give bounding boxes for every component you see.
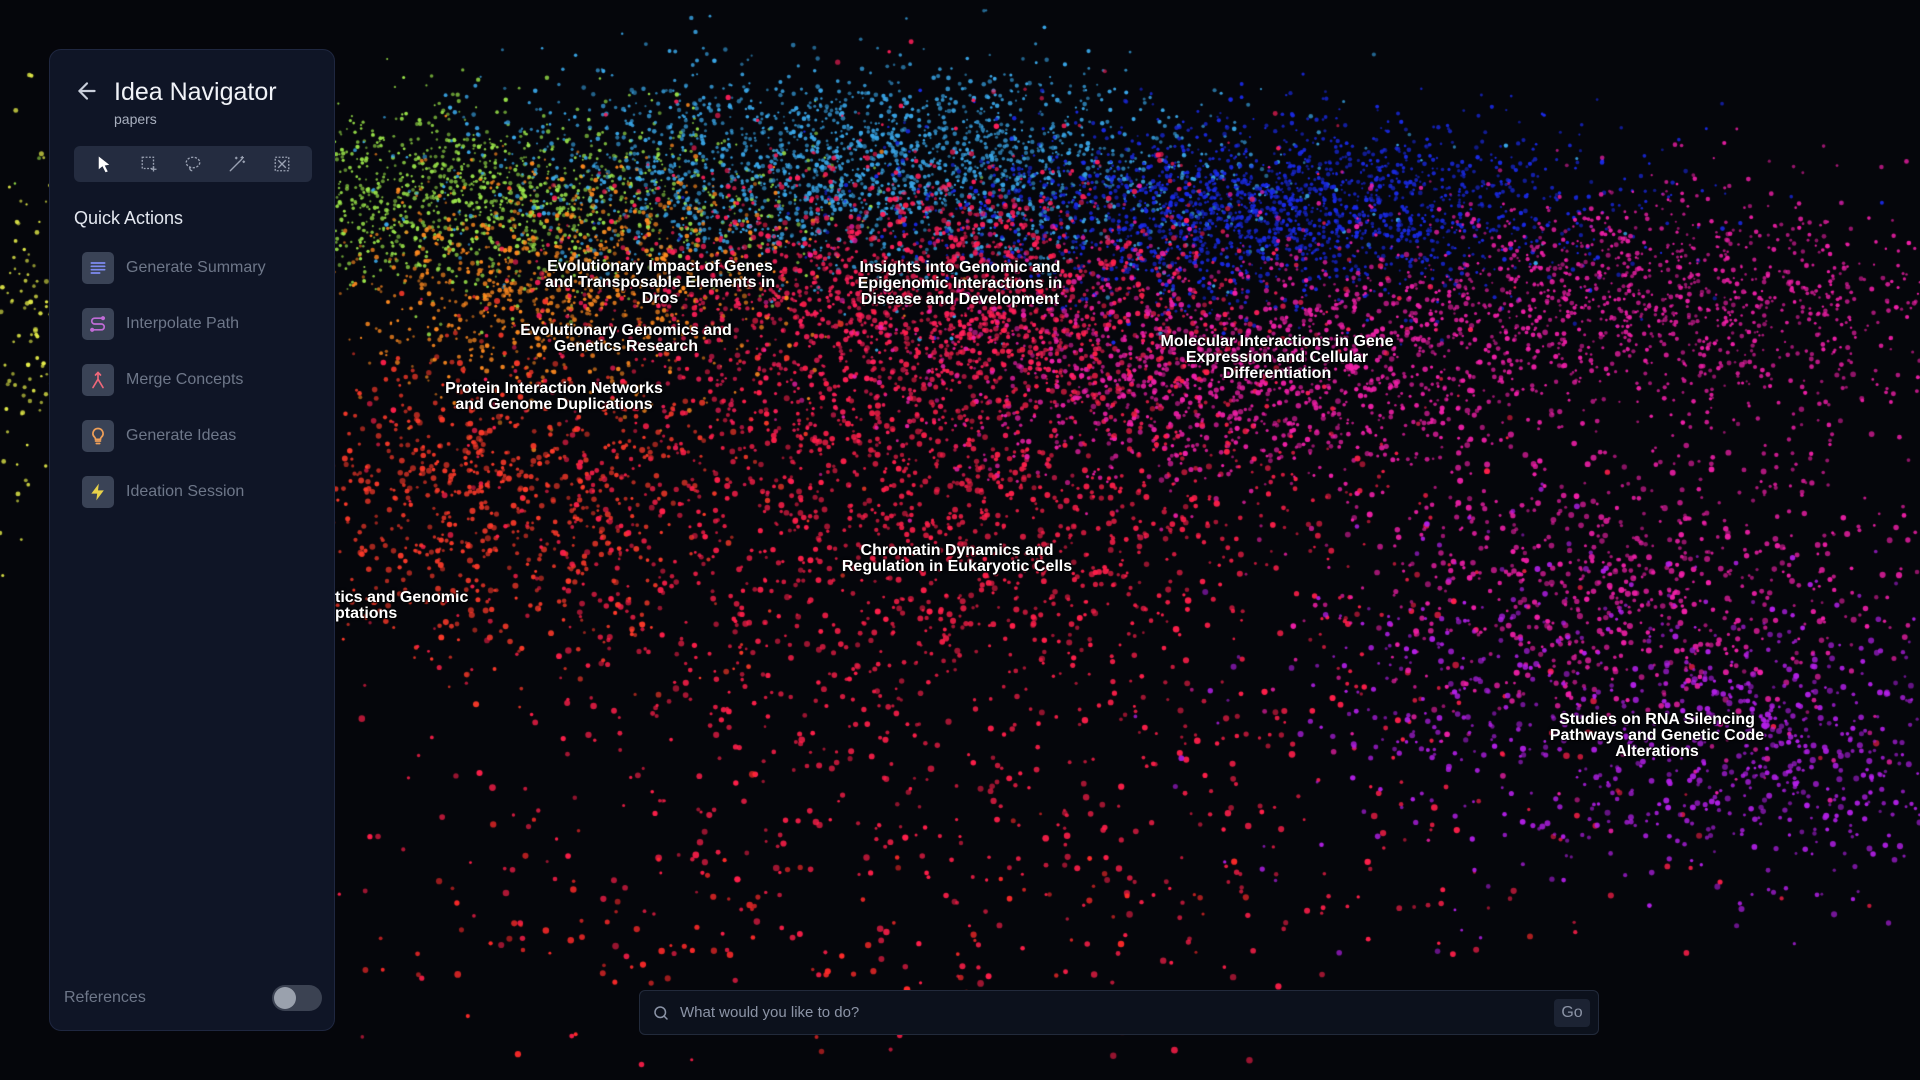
- command-input[interactable]: [678, 996, 1554, 1029]
- cluster-label[interactable]: Protein Interaction Networks and Genome …: [445, 380, 663, 413]
- lightning-icon: [82, 476, 114, 508]
- cluster-label[interactable]: Chromatin Dynamics and Regulation in Euk…: [841, 542, 1073, 575]
- quick-action-label: Generate Ideas: [126, 427, 237, 444]
- generate-ideas-button[interactable]: Generate Ideas: [74, 408, 312, 464]
- cluster-label[interactable]: Molecular Interactions in Gene Expressio…: [1160, 333, 1394, 382]
- references-label: References: [64, 989, 146, 1006]
- go-button[interactable]: Go: [1554, 998, 1590, 1027]
- cluster-label[interactable]: Evolutionary Impact of Genes and Transpo…: [544, 258, 776, 307]
- quick-action-label: Generate Summary: [126, 259, 266, 276]
- clear-selection-tool[interactable]: [268, 150, 296, 178]
- idea-navigator-panel: Idea Navigator papers Quick Actions Gene…: [49, 49, 335, 1031]
- command-bar: Go: [639, 990, 1599, 1035]
- generate-summary-button[interactable]: Generate Summary: [74, 240, 312, 296]
- panel-title: Idea Navigator: [114, 78, 277, 106]
- magic-wand-icon: [229, 155, 246, 172]
- lasso-icon: [185, 156, 201, 172]
- references-toggle[interactable]: [272, 985, 322, 1011]
- quick-action-label: Ideation Session: [126, 483, 245, 500]
- quick-action-label: Merge Concepts: [126, 371, 244, 388]
- quick-action-label: Interpolate Path: [126, 315, 239, 332]
- merge-icon: [82, 364, 114, 396]
- toggle-knob: [274, 987, 296, 1009]
- path-icon: [82, 308, 114, 340]
- merge-concepts-button[interactable]: Merge Concepts: [74, 352, 312, 408]
- clear-selection-icon: [274, 156, 290, 172]
- box-select-tool[interactable]: [135, 150, 163, 178]
- ideation-session-button[interactable]: Ideation Session: [74, 464, 312, 520]
- quick-actions-heading: Quick Actions: [74, 208, 184, 228]
- cluster-label[interactable]: Insights into Genomic and Epigenomic Int…: [857, 259, 1063, 308]
- cluster-label[interactable]: Evolutionary Genomics and Genetics Resea…: [520, 322, 732, 355]
- interpolate-path-button[interactable]: Interpolate Path: [74, 296, 312, 352]
- cluster-label[interactable]: Studies on RNA Silencing Pathways and Ge…: [1549, 711, 1765, 760]
- lasso-tool[interactable]: [179, 150, 207, 178]
- box-select-icon: [141, 156, 157, 172]
- arrow-left-icon: [78, 82, 96, 100]
- quick-actions-list: Generate Summary Interpolate Path Merge …: [74, 240, 312, 520]
- lightbulb-icon: [82, 420, 114, 452]
- selection-toolbar: [74, 146, 312, 182]
- pointer-icon: [99, 156, 110, 173]
- references-row: References: [64, 984, 322, 1012]
- magic-wand-tool[interactable]: [223, 150, 251, 178]
- back-button[interactable]: [74, 78, 100, 104]
- summary-icon: [82, 252, 114, 284]
- search-icon: [654, 1005, 668, 1020]
- cluster-label[interactable]: tics and Genomic ptations: [335, 589, 469, 622]
- pointer-tool[interactable]: [90, 150, 118, 178]
- panel-subtitle: papers: [114, 111, 157, 127]
